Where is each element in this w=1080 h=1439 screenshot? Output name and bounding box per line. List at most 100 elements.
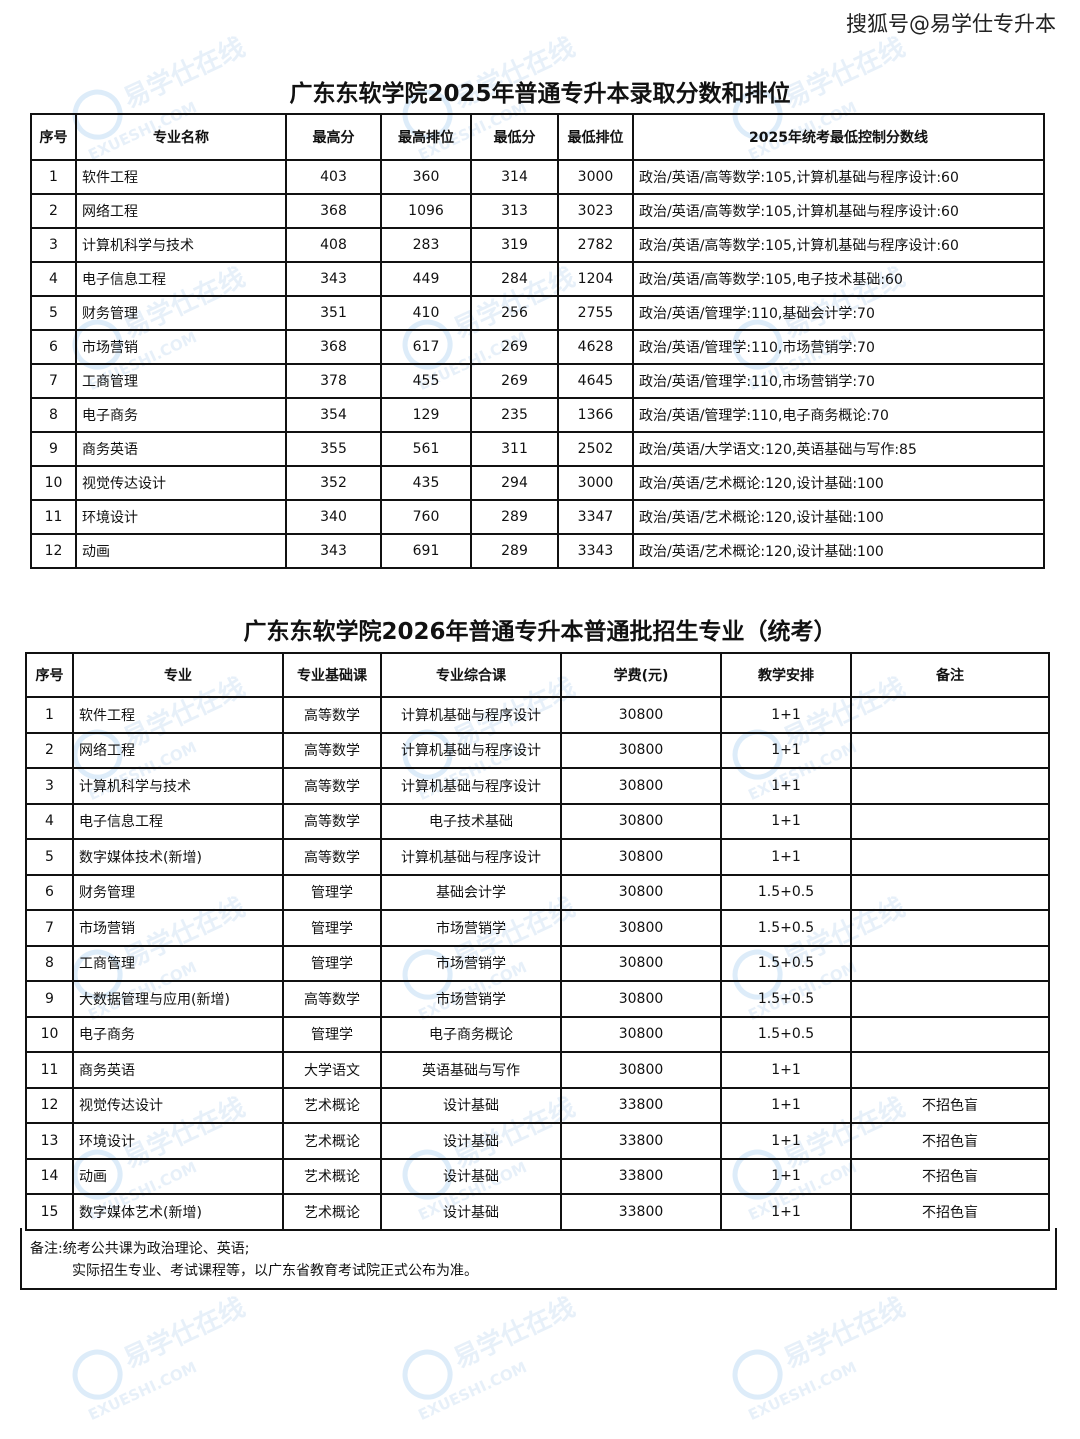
column-header: 专业名称	[75, 113, 287, 161]
column-header: 最高分	[285, 113, 382, 161]
table-cell: 12	[25, 1086, 74, 1124]
column-header: 专业	[72, 652, 284, 698]
table-cell: 政治/英语/大学语文:120,英语基础与写作:85	[632, 431, 1045, 467]
table-cell: 30800	[560, 980, 722, 1018]
watermark-text: 易学仕在线	[779, 1292, 910, 1375]
table-cell: 435	[380, 465, 472, 501]
table-cell: 269	[470, 363, 559, 399]
table-cell: 市场营销学	[380, 909, 562, 947]
column-header: 最低分	[470, 113, 559, 161]
table1-title: 广东东软学院2025年普通专升本录取分数和排位	[289, 81, 791, 107]
table-cell: 管理学	[282, 1015, 382, 1053]
table-cell: 工商管理	[75, 363, 287, 399]
table-cell: 商务英语	[75, 431, 287, 467]
table-cell	[850, 980, 1050, 1018]
column-header: 序号	[25, 652, 74, 698]
admission-scores-table: 序号 专业名称 最高分 最高排位 最低分 最低排位 2025年统考最低控制分数线 1 软件工程…	[30, 113, 1045, 569]
table-cell: 1096	[380, 193, 472, 229]
table-row: 1 软件工程 高等数学 计算机基础与程序设计 30800 1+1	[25, 696, 1050, 734]
table-cell: 5	[25, 838, 74, 876]
table-cell: 760	[380, 499, 472, 535]
table-cell: 基础会计学	[380, 873, 562, 911]
table-row: 12 视觉传达设计 艺术概论 设计基础 33800 1+1 不招色盲	[25, 1086, 1050, 1124]
table-cell: 政治/英语/管理学:110,市场营销学:70	[632, 329, 1045, 365]
column-header: 专业基础课	[282, 652, 382, 698]
table-cell: 不招色盲	[850, 1122, 1050, 1160]
table-row: 3 计算机科学与技术 高等数学 计算机基础与程序设计 30800 1+1	[25, 767, 1050, 805]
table-cell: 不招色盲	[850, 1157, 1050, 1195]
table-cell: 8	[25, 944, 74, 982]
table-cell: 财务管理	[75, 295, 287, 331]
table-cell: 6	[25, 873, 74, 911]
note-line: 备注:统考公共课为政治理论、英语;	[30, 1241, 250, 1257]
column-header: 2025年统考最低控制分数线	[632, 113, 1045, 161]
table-cell: 高等数学	[282, 696, 382, 734]
table-cell: 计算机基础与程序设计	[380, 696, 562, 734]
table-cell: 政治/英语/高等数学:105,电子技术基础:60	[632, 261, 1045, 297]
table-cell: 视觉传达设计	[75, 465, 287, 501]
table-cell: 财务管理	[72, 873, 284, 911]
table-cell: 129	[380, 397, 472, 433]
table-cell: 3	[30, 227, 77, 263]
table-cell: 10	[30, 465, 77, 501]
table-row: 11 商务英语 大学语文 英语基础与写作 30800 1+1	[25, 1051, 1050, 1089]
table-cell: 软件工程	[75, 159, 287, 195]
table-cell: 艺术概论	[282, 1193, 382, 1231]
table-cell: 市场营销学	[380, 944, 562, 982]
table-cell: 33800	[560, 1193, 722, 1231]
table-cell: 视觉传达设计	[72, 1086, 284, 1124]
table-cell: 3000	[557, 159, 634, 195]
table-cell: 政治/英语/高等数学:105,计算机基础与程序设计:60	[632, 227, 1045, 263]
table-cell: 网络工程	[72, 731, 284, 769]
table-cell: 9	[30, 431, 77, 467]
table-cell: 电子商务	[75, 397, 287, 433]
table-cell: 计算机基础与程序设计	[380, 838, 562, 876]
table-cell: 7	[30, 363, 77, 399]
table-cell: 30800	[560, 802, 722, 840]
watermark-url: EXUESHI.COM	[85, 1358, 200, 1425]
table-cell	[850, 944, 1050, 982]
notes: 备注:统考公共课为政治理论、英语; 实际招生专业、考试课程等，以广东省教育考试院…	[20, 1228, 1057, 1290]
table-cell: 1	[30, 159, 77, 195]
table-cell: 电子技术基础	[380, 802, 562, 840]
table-cell: 网络工程	[75, 193, 287, 229]
table-cell: 2502	[557, 431, 634, 467]
table-cell: 1366	[557, 397, 634, 433]
table-cell: 1.5+0.5	[720, 944, 852, 982]
table-cell: 403	[285, 159, 382, 195]
table-cell: 市场营销学	[380, 980, 562, 1018]
table-cell: 311	[470, 431, 559, 467]
table-row: 4 电子信息工程 343 449 284 1204 政治/英语/高等数学:105,电子技术基…	[30, 261, 1045, 297]
table-cell: 数字媒体技术(新增)	[72, 838, 284, 876]
table-cell: 计算机科学与技术	[75, 227, 287, 263]
table-cell: 30800	[560, 731, 722, 769]
table-cell: 计算机基础与程序设计	[380, 731, 562, 769]
table-cell: 政治/英语/管理学:110,电子商务概论:70	[632, 397, 1045, 433]
table-row: 5 财务管理 351 410 256 2755 政治/英语/管理学:110,基础会计学:70	[30, 295, 1045, 331]
table-cell: 电子商务	[72, 1015, 284, 1053]
table-row: 13 环境设计 艺术概论 设计基础 33800 1+1 不招色盲	[25, 1122, 1050, 1160]
table-cell: 4	[30, 261, 77, 297]
watermark-logo: 易学仕在线 EXUESHI.COM	[64, 1284, 261, 1424]
table-row: 2 网络工程 368 1096 313 3023 政治/英语/高等数学:105,计算机基础与…	[30, 193, 1045, 229]
table-cell: 环境设计	[72, 1122, 284, 1160]
table-cell: 269	[470, 329, 559, 365]
table-cell: 1+1	[720, 1122, 852, 1160]
table-cell: 14	[25, 1157, 74, 1195]
table-cell: 电子商务概论	[380, 1015, 562, 1053]
table-cell	[850, 802, 1050, 840]
table-cell: 1+1	[720, 696, 852, 734]
table-cell: 410	[380, 295, 472, 331]
table-cell: 艺术概论	[282, 1157, 382, 1195]
table-cell: 市场营销	[72, 909, 284, 947]
table-cell	[850, 731, 1050, 769]
table-row: 2 网络工程 高等数学 计算机基础与程序设计 30800 1+1	[25, 731, 1050, 769]
table-row: 9 大数据管理与应用(新增) 高等数学 市场营销学 30800 1.5+0.5	[25, 980, 1050, 1018]
table-cell: 设计基础	[380, 1086, 562, 1124]
table-cell: 大数据管理与应用(新增)	[72, 980, 284, 1018]
table-cell	[850, 873, 1050, 911]
table-cell: 不招色盲	[850, 1086, 1050, 1124]
watermark-logo: 易学仕在线 EXUESHI.COM	[394, 1284, 591, 1424]
table-cell: 289	[470, 533, 559, 569]
table-cell: 449	[380, 261, 472, 297]
